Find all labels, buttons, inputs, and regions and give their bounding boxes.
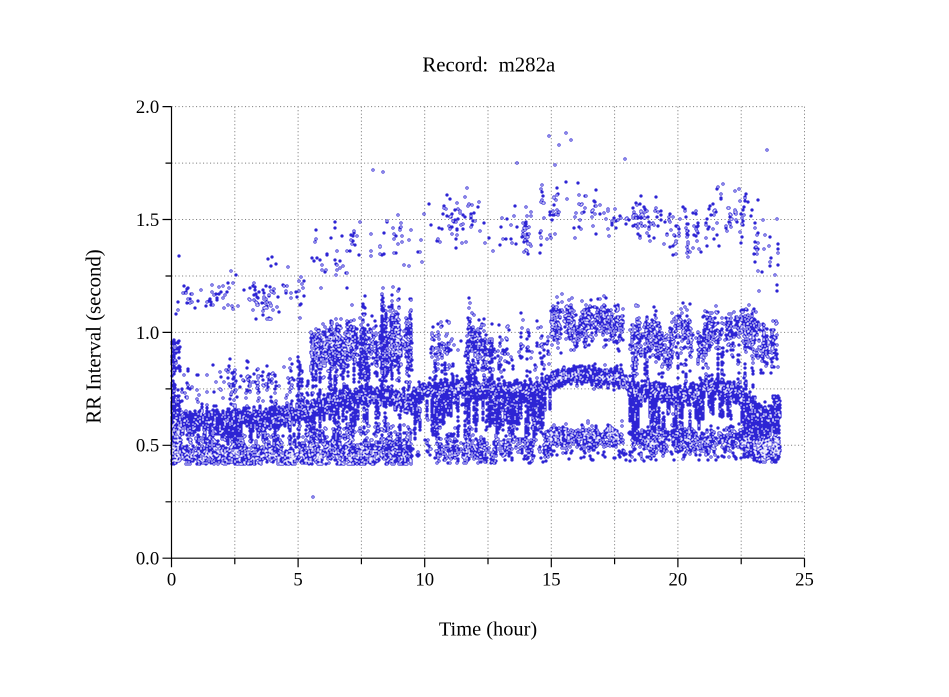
- svg-text:Record: m282a: Record: m282a: [422, 53, 555, 76]
- svg-text:2.0: 2.0: [136, 97, 159, 118]
- svg-text:RR Interval (second): RR Interval (second): [82, 249, 105, 423]
- svg-text:0.5: 0.5: [136, 436, 159, 457]
- svg-text:1.5: 1.5: [136, 210, 159, 231]
- svg-text:0.0: 0.0: [136, 549, 159, 570]
- svg-text:25: 25: [795, 570, 814, 591]
- svg-text:5: 5: [293, 570, 302, 591]
- svg-text:Time (hour): Time (hour): [439, 618, 537, 640]
- svg-text:20: 20: [669, 570, 688, 591]
- svg-text:10: 10: [415, 570, 434, 591]
- svg-text:0: 0: [167, 570, 176, 591]
- svg-text:15: 15: [542, 570, 561, 591]
- svg-text:1.0: 1.0: [136, 323, 159, 344]
